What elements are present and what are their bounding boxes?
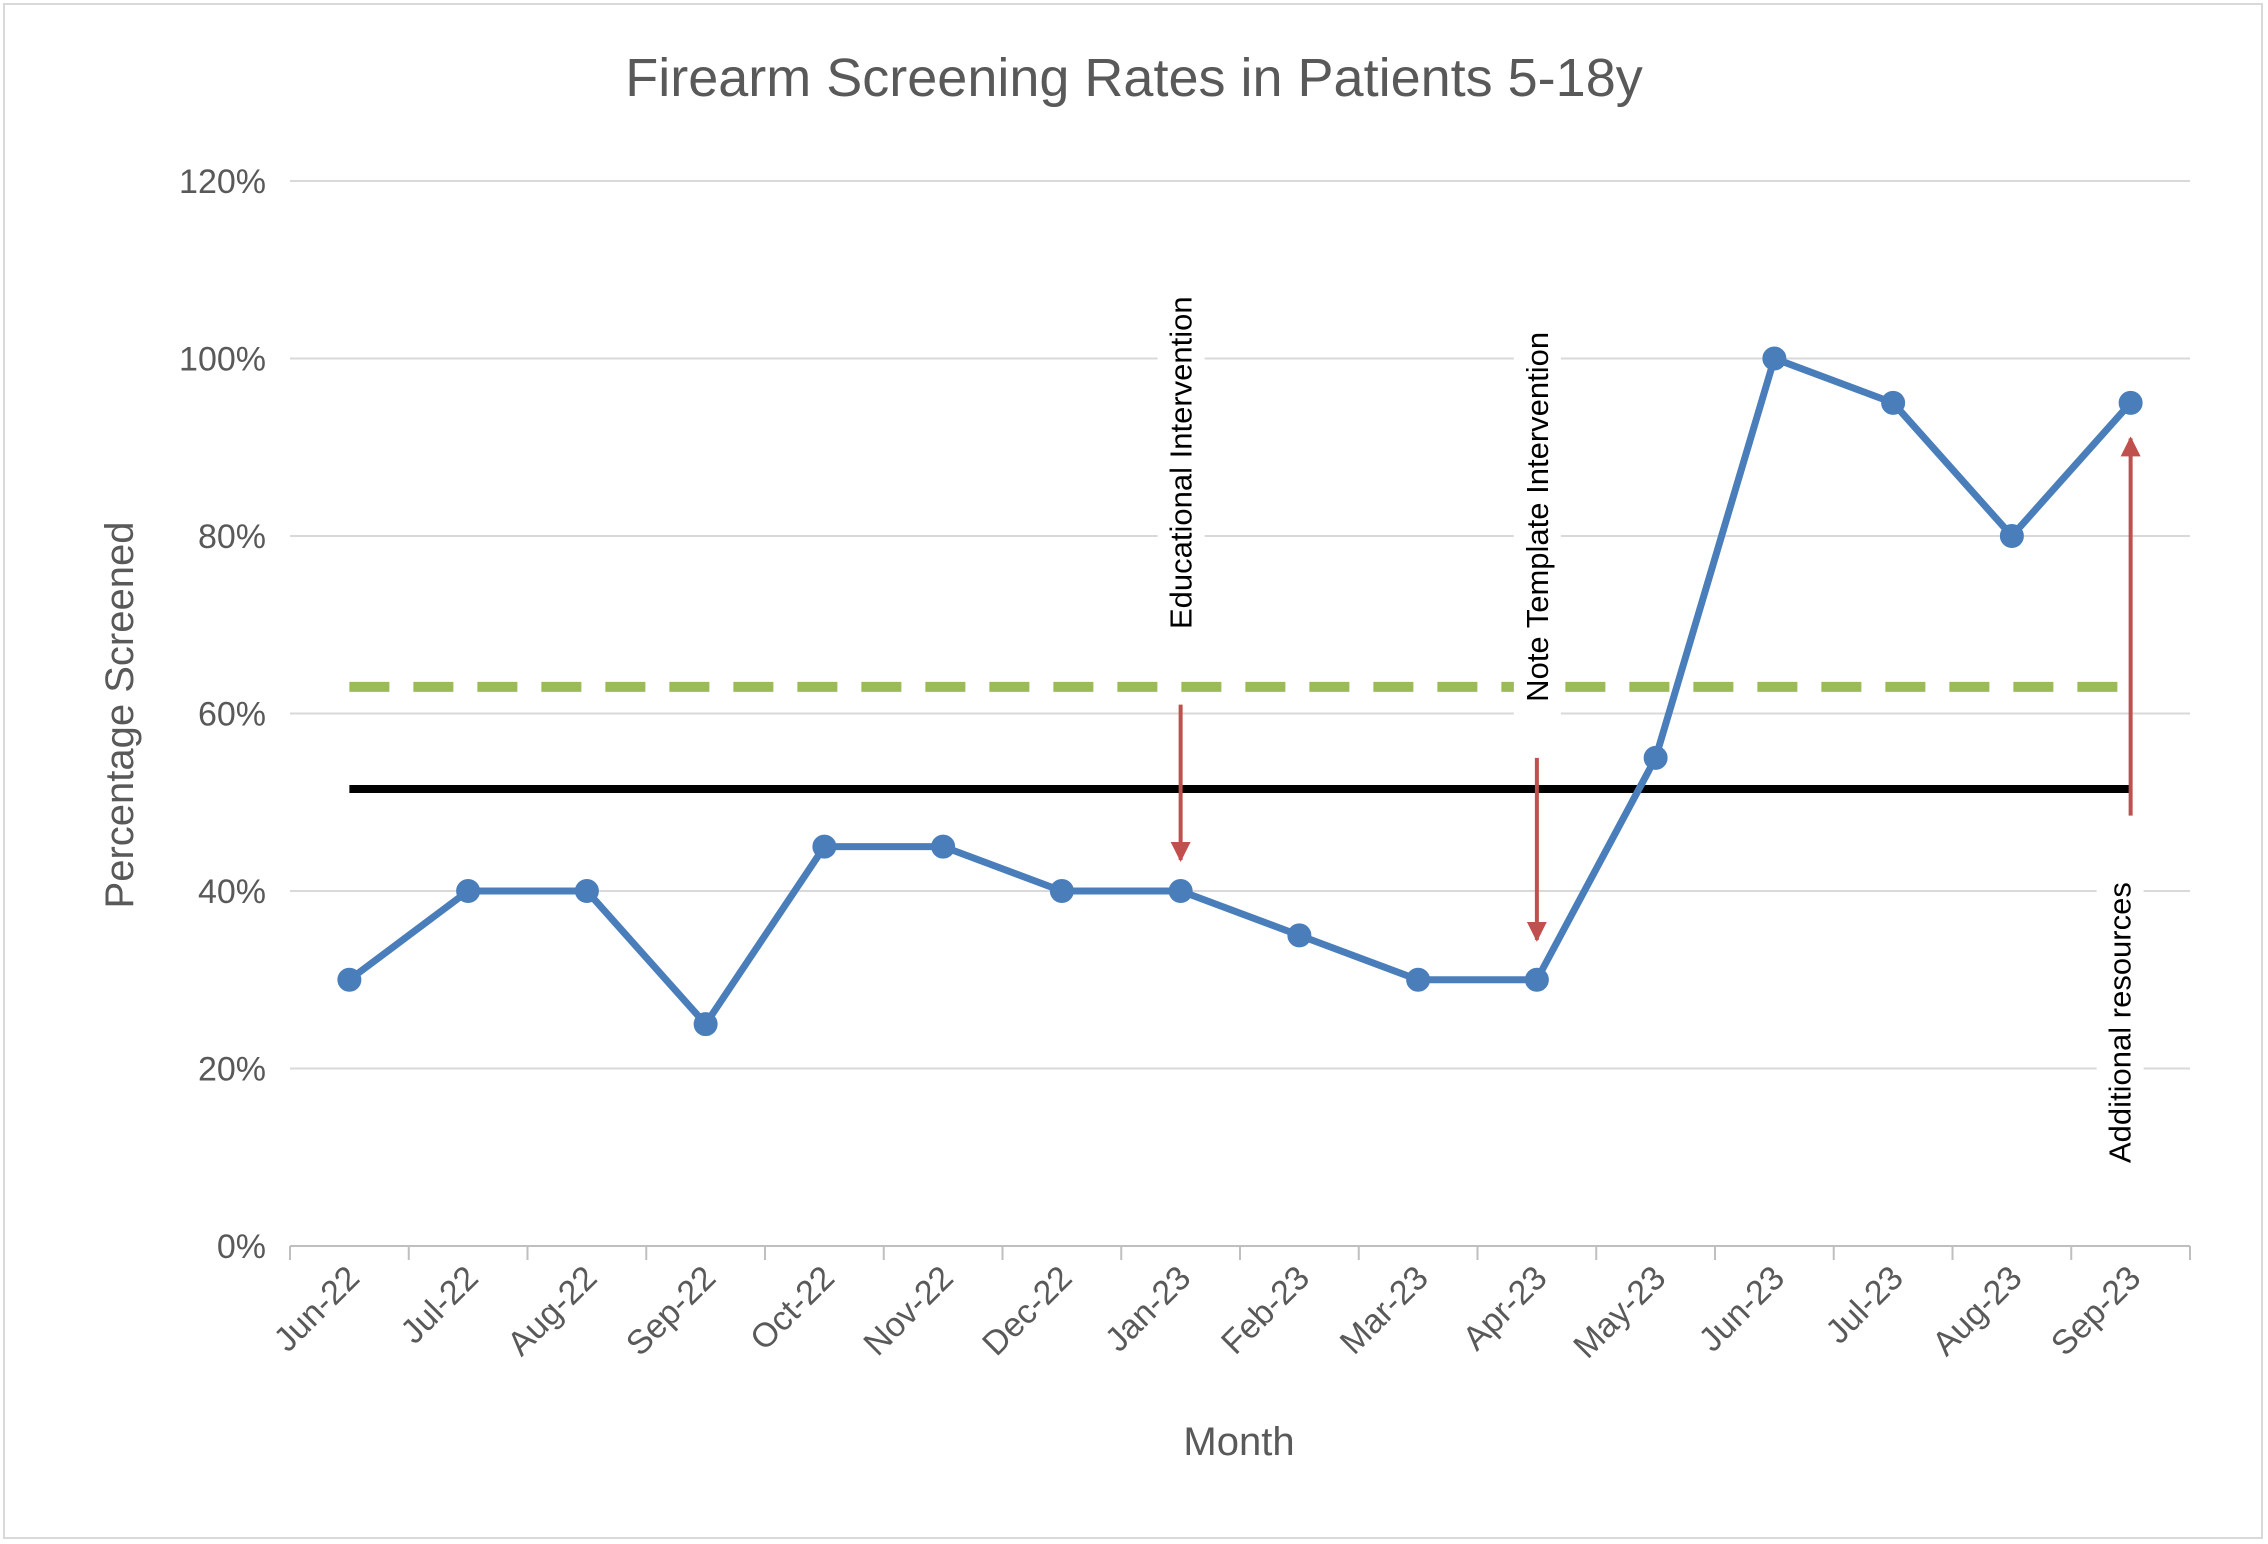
- data-point: [1406, 967, 1431, 992]
- data-point: [1168, 879, 1193, 903]
- reference-lines: [349, 681, 2131, 793]
- data-point: [337, 967, 362, 992]
- data-point: [1287, 923, 1312, 948]
- data-point: [1049, 879, 1074, 903]
- x-tick-label: Jul-22: [393, 1259, 485, 1351]
- data-point: [1999, 524, 2024, 548]
- data-point: [1881, 390, 1906, 415]
- x-tick-label: Sep-23: [2044, 1259, 2148, 1363]
- data-point: [693, 1012, 718, 1037]
- annotation-label: Additional resources: [2103, 882, 2138, 1163]
- x-tick-label: Apr-23: [1455, 1259, 1554, 1358]
- x-tick-label: Jul-23: [1818, 1259, 1910, 1351]
- annotation-label-background: [1513, 317, 1561, 716]
- x-tick-label: Nov-22: [856, 1259, 960, 1363]
- x-tick-label: Sep-22: [619, 1259, 723, 1363]
- chart-frame: [3, 3, 2263, 1539]
- annotation-label-background: [1157, 282, 1205, 643]
- x-tick-label: Mar-23: [1333, 1259, 1436, 1362]
- x-tick-label: Jun-23: [1692, 1259, 1792, 1359]
- y-tick-label: 40%: [198, 873, 266, 911]
- y-tick-label: 120%: [179, 163, 266, 201]
- x-tick-label: Jan-23: [1098, 1259, 1198, 1359]
- annotations: Educational Intervention Note Template In…: [1157, 282, 2144, 1178]
- x-tick-label: Jun-22: [267, 1259, 367, 1359]
- x-tick-label: Dec-22: [975, 1259, 1079, 1363]
- data-point: [1643, 745, 1668, 770]
- x-axis-ticks: Jun-22 Jul-22 Aug-22 Sep-22 Oct-22 Nov-22 Dec-…: [267, 1259, 2149, 1366]
- x-tick-label: Aug-23: [1925, 1259, 2029, 1363]
- data-point: [574, 879, 599, 903]
- x-tick-label: May-23: [1566, 1259, 1673, 1366]
- data-point: [1762, 346, 1787, 371]
- chart-title: Firearm Screening Rates in Patients 5-18…: [625, 48, 1642, 108]
- annotation-label: Note Template Intervention: [1520, 332, 1555, 702]
- x-tick-label: Aug-22: [500, 1259, 604, 1363]
- y-tick-label: 0%: [217, 1228, 266, 1266]
- data-point: [1524, 967, 1549, 992]
- x-axis-label: Month: [1183, 1420, 1294, 1464]
- y-tick-label: 20%: [198, 1051, 266, 1089]
- annotation-label-background: [2096, 868, 2144, 1178]
- y-tick-label: 60%: [198, 696, 266, 734]
- data-point: [931, 834, 956, 859]
- y-tick-label: 100%: [179, 341, 266, 379]
- annotation-label: Educational Intervention: [1164, 296, 1199, 629]
- y-axis-label: Percentage Screened: [98, 522, 142, 909]
- data-point: [456, 879, 481, 903]
- series: [337, 346, 2143, 1037]
- x-tick-label: Feb-23: [1214, 1259, 1317, 1362]
- gridlines: [290, 180, 2190, 1070]
- series-line: [347, 355, 2134, 1028]
- y-axis-ticks: 0% 20% 40% 60% 80% 100% 120%: [179, 163, 266, 1266]
- x-axis: [289, 1245, 2191, 1260]
- data-point: [812, 834, 837, 859]
- data-point: [2118, 390, 2143, 415]
- y-tick-label: 80%: [198, 518, 266, 556]
- x-tick-label: Oct-22: [743, 1259, 842, 1358]
